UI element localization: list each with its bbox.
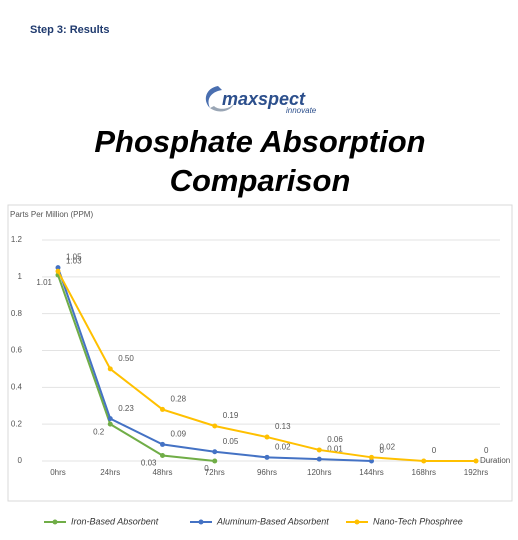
data-point: [212, 458, 218, 464]
data-label: 1.01: [36, 278, 52, 287]
y-tick-label: 0.2: [11, 419, 23, 428]
data-point: [55, 265, 61, 271]
data-label: 0: [380, 446, 385, 455]
data-label: 0.28: [171, 395, 187, 404]
series-line: [57, 270, 476, 462]
data-point: [421, 458, 427, 464]
data-point: [264, 454, 270, 460]
data-point: [107, 416, 113, 422]
data-label: 0: [432, 446, 437, 455]
data-label: 0.02: [380, 442, 396, 451]
x-tick-label: 0hrs: [50, 468, 66, 477]
y-tick-label: 0.6: [11, 346, 23, 355]
logo: maxspect innovate: [205, 86, 317, 115]
logo-name: maxspect: [222, 89, 306, 109]
data-label: 0.03: [141, 459, 157, 468]
data-point: [107, 421, 113, 427]
y-tick-label: 1.2: [11, 235, 23, 244]
x-axis-label: Duration: [480, 456, 510, 465]
x-tick-label: 144hrs: [359, 468, 383, 477]
data-point: [160, 441, 165, 447]
legend-label: Iron-Based Absorbent: [71, 516, 159, 526]
data-point: [316, 456, 322, 462]
x-tick-label: 24hrs: [100, 468, 120, 477]
series-line: [57, 267, 372, 462]
x-tick-label: 192hrs: [464, 468, 488, 477]
data-label: 0.19: [223, 411, 239, 420]
y-tick-label: 0: [18, 456, 23, 465]
x-tick-label: 48hrs: [152, 468, 172, 477]
data-point: [107, 366, 113, 372]
y-tick-label: 1: [18, 272, 23, 281]
data-point: [55, 268, 61, 274]
data-point: [212, 449, 218, 455]
y-tick-label: 0.4: [11, 382, 23, 391]
data-label: 0.06: [327, 435, 343, 444]
x-tick-label: 168hrs: [412, 468, 436, 477]
data-label: 0.23: [118, 404, 134, 413]
data-label: 0.01: [327, 444, 343, 453]
data-point: [264, 434, 270, 440]
data-label: 0.09: [171, 430, 187, 439]
y-tick-label: 0.8: [11, 309, 23, 318]
y-axis-label: Parts Per Million (PPM): [10, 210, 94, 219]
x-tick-label: 72hrs: [205, 468, 225, 477]
x-tick-label: 120hrs: [307, 468, 331, 477]
data-label: 1.03: [66, 256, 82, 265]
data-label: 0.13: [275, 422, 291, 431]
logo-tagline: innovate: [286, 106, 317, 115]
data-label: 0.2: [93, 427, 105, 436]
step-heading: Step 3: Results: [30, 24, 110, 36]
data-label: 0.02: [275, 442, 291, 451]
data-point: [160, 452, 165, 458]
data-label: 1.05: [66, 253, 82, 262]
data-label: 0.50: [118, 354, 134, 363]
data-label: 0.05: [223, 437, 239, 446]
legend-marker: [52, 519, 58, 525]
legend-marker: [198, 519, 204, 525]
data-point: [473, 458, 479, 464]
data-point: [369, 458, 374, 464]
x-tick-label: 96hrs: [257, 468, 277, 477]
data-point: [316, 447, 322, 453]
data-point: [212, 423, 218, 429]
chart-frame: [7, 204, 513, 502]
data-label: 0: [204, 464, 209, 473]
legend-label: Nano-Tech Phosphree: [373, 516, 463, 526]
chart-title: Phosphate Absorption Comparison: [94, 124, 426, 198]
legend-label: Aluminum-Based Absorbent: [216, 516, 329, 526]
data-point: [369, 454, 374, 460]
data-label: 0: [484, 446, 489, 455]
series-line: [57, 274, 215, 462]
data-point: [160, 406, 165, 412]
legend-marker: [354, 519, 360, 525]
